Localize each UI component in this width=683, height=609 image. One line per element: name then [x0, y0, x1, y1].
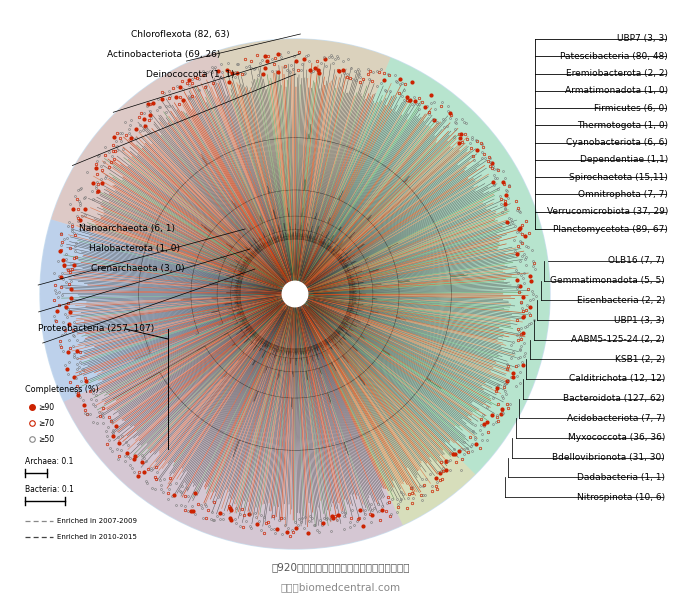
Wedge shape [295, 58, 550, 474]
Text: Completeness (%): Completeness (%) [25, 384, 99, 393]
Text: Gemmatimonadota (5, 5): Gemmatimonadota (5, 5) [550, 276, 665, 285]
Circle shape [40, 39, 550, 549]
Wedge shape [51, 52, 295, 294]
Text: KSB1 (2, 2): KSB1 (2, 2) [615, 355, 665, 364]
Text: ≥70: ≥70 [38, 418, 54, 428]
Text: Myxococcota (36, 36): Myxococcota (36, 36) [568, 434, 665, 443]
Text: ≥90: ≥90 [38, 403, 54, 412]
Text: Spirochaetota (15,11): Spirochaetota (15,11) [569, 173, 668, 181]
Wedge shape [217, 39, 391, 294]
Text: Enriched in 2010-2015: Enriched in 2010-2015 [57, 534, 137, 540]
Text: UBP7 (3, 3): UBP7 (3, 3) [617, 35, 668, 43]
Text: Enriched in 2007-2009: Enriched in 2007-2009 [57, 518, 137, 524]
Text: Acidobacteriota (7, 7): Acidobacteriota (7, 7) [567, 414, 665, 423]
Text: Planctomycetota (89, 67): Planctomycetota (89, 67) [553, 225, 668, 233]
Text: Armatimonadota (1, 0): Armatimonadota (1, 0) [565, 86, 668, 96]
Text: Nanoarchaeota (6, 1): Nanoarchaeota (6, 1) [79, 225, 175, 233]
Text: Patescibacteria (80, 48): Patescibacteria (80, 48) [560, 52, 668, 61]
Wedge shape [64, 294, 403, 549]
Text: Bdellovibrionota (31, 30): Bdellovibrionota (31, 30) [553, 453, 665, 462]
Text: Archaea: 0.1: Archaea: 0.1 [25, 457, 73, 465]
Text: Chloroflexota (82, 63): Chloroflexota (82, 63) [131, 29, 230, 38]
Text: 从920个宏基因组拼接基因组得到的种系演化图: 从920个宏基因组拼接基因组得到的种系演化图 [272, 562, 410, 572]
Text: Eisenbacteria (2, 2): Eisenbacteria (2, 2) [576, 296, 665, 305]
Text: Dependentiae (1,1): Dependentiae (1,1) [580, 155, 668, 164]
Text: UBP1 (3, 3): UBP1 (3, 3) [614, 315, 665, 325]
Text: Actinobacteriota (69, 26): Actinobacteriota (69, 26) [107, 49, 220, 58]
Text: Calditrichota (12, 12): Calditrichota (12, 12) [569, 375, 665, 384]
Text: Crenarchaeota (3, 0): Crenarchaeota (3, 0) [92, 264, 185, 273]
Text: Halobacterota (1, 0): Halobacterota (1, 0) [89, 244, 180, 253]
Text: AABM5-125-24 (2, 2): AABM5-125-24 (2, 2) [571, 335, 665, 344]
Wedge shape [40, 219, 295, 402]
Circle shape [282, 281, 308, 307]
Text: Eremiobacterota (2, 2): Eremiobacterota (2, 2) [566, 69, 668, 78]
Text: Bacteroidota (127, 62): Bacteroidota (127, 62) [563, 394, 665, 403]
Text: Deinococcota (1, 1): Deinococcota (1, 1) [146, 69, 235, 79]
Text: Nitrospinota (10, 6): Nitrospinota (10, 6) [577, 493, 665, 501]
Text: 图源：biomedcentral.com: 图源：biomedcentral.com [281, 582, 401, 592]
Wedge shape [295, 294, 475, 525]
Text: Thermotogota (1, 0): Thermotogota (1, 0) [577, 121, 668, 130]
Text: Omnitrophota (7, 7): Omnitrophota (7, 7) [578, 190, 668, 199]
Wedge shape [295, 294, 475, 474]
Text: Cyanobacteriota (6, 6): Cyanobacteriota (6, 6) [566, 138, 668, 147]
Text: Proteobacteria (257, 107): Proteobacteria (257, 107) [38, 325, 154, 334]
Text: Firmicutes (6, 0): Firmicutes (6, 0) [594, 104, 668, 113]
Text: OLB16 (7, 7): OLB16 (7, 7) [609, 256, 665, 266]
Text: Bacteria: 0.1: Bacteria: 0.1 [25, 485, 74, 493]
Text: Dadabacteria (1, 1): Dadabacteria (1, 1) [577, 473, 665, 482]
Text: ≥50: ≥50 [38, 434, 54, 443]
Text: Verrucomicrobiota (37, 29): Verrucomicrobiota (37, 29) [546, 207, 668, 216]
